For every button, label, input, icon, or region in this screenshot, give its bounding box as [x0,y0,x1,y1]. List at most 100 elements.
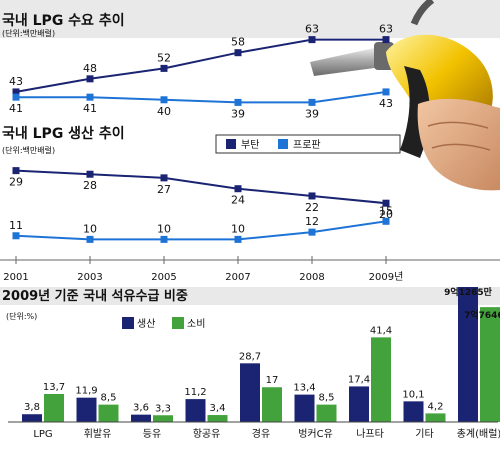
bar-consumption [207,415,228,422]
bar-value-label: 8,5 [319,393,335,404]
production-point [308,192,316,200]
production-data-label: 15 [379,204,393,217]
chart1-unit: (단위:백만배럴) [2,28,55,38]
legend-label-consumption: 소비 [187,318,205,330]
legend-label-production: 생산 [137,318,155,330]
bar-value-label: 3,6 [133,403,149,414]
production-data-label: 10 [157,222,171,235]
production-point [382,199,390,207]
production-point [160,174,168,182]
chart3-supply-bars: 3,813,7 LPG 11,9 8,5 휘발유 3,6 3,3 등유 11,2 3,4 항공유 28… [22,286,500,440]
demand-point [308,36,316,44]
chart1-demand-lines: 43 48 52 58 63 63 41 41 40 39 39 43 [9,23,393,121]
year-axis: 2001 2003 2005 2007 2008 2009년 [3,256,403,283]
demand-data-label: 43 [379,97,393,110]
bar-consumption [480,307,500,422]
bar-category-label: 벙커C유 [298,428,333,440]
demand-data-label: 41 [9,102,23,115]
demand-data-label: 63 [379,23,393,36]
bar-consumption [153,415,173,422]
production-data-label: 24 [231,194,245,207]
demand-data-label: 63 [305,23,319,36]
chart3-unit: (단위:%) [6,311,37,321]
demand-data-label: 39 [231,107,245,120]
bar-value-label: 3,8 [24,402,40,413]
production-data-label: 12 [305,215,319,228]
demand-point [234,98,242,106]
bar-value-label: 11,2 [184,387,206,398]
bar-value-label: 4,2 [428,401,444,412]
chart2-title: 국내 LPG 생산 추이 [2,125,125,142]
bar-value-label: 8,5 [101,393,117,404]
bar-value-label: 11,9 [75,386,97,397]
legend-swatch-butane [226,139,236,149]
bar-value-label: 41,4 [370,325,392,336]
demand-data-label: 52 [157,51,171,64]
production-data-label: 22 [305,201,319,214]
demand-data-label: 40 [157,105,171,118]
demand-point [160,96,168,104]
year-tick-label: 2007 [225,272,250,283]
production-data-label: 10 [83,222,97,235]
bar-value-label: 17,4 [348,374,370,385]
legend-swatch-consumption [172,317,184,329]
production-point [86,170,94,178]
bar-category-label: 총계(배럴) [457,427,500,440]
production-point [234,235,242,243]
chart3-legend: 생산 소비 [122,317,205,330]
production-data-label: 28 [83,179,97,192]
bar-category-label: 나프타 [356,428,384,440]
demand-point [382,88,390,96]
bar-production [458,287,478,422]
bar-value-label: 13,7 [43,382,65,393]
bar-value-label: 3,3 [155,403,171,414]
bar-value-label: 9억1265만 [444,286,493,298]
bar-value-label: 10,1 [402,389,424,400]
demand-point [86,75,94,83]
demand-data-label: 43 [9,75,23,88]
year-tick-label: 2003 [77,272,102,283]
bar-production [349,386,369,422]
bar-category-label: 경유 [252,427,270,440]
legend-swatch-production [122,317,134,329]
year-tick-label: 2009년 [369,271,404,283]
bar-category-label: LPG [33,429,52,440]
bar-header-band [0,287,500,305]
bar-consumption [371,337,391,422]
demand-point [12,93,20,101]
bar-category-label: 기타 [415,428,433,440]
demand-data-label: 58 [231,36,245,49]
fuel-nozzle-illustration [310,0,500,191]
production-point [234,185,242,193]
legend-label-butane: 부탄 [241,139,259,151]
bar-consumption [316,404,337,422]
bar-category-label: 등유 [143,428,161,440]
bar-production [22,414,42,422]
demand-point [86,93,94,101]
chart2-unit: (단위:백만배럴) [2,145,55,155]
demand-point [12,88,20,96]
production-point [12,232,20,240]
demand-line-1 [16,90,387,104]
production-point [86,235,94,243]
production-data-label: 29 [9,176,23,189]
year-tick-label: 2005 [151,272,176,283]
demand-line-0 [15,38,386,93]
bar-production [240,363,260,422]
production-point [160,235,168,243]
demand-data-label: 48 [83,62,97,75]
bar-consumption [98,404,119,422]
demand-point [160,64,168,72]
bar-production [403,401,424,422]
bar-value-label: 7억7646만 [464,309,500,321]
chart1-title: 국내 LPG 수요 추이 [2,12,125,29]
bar-value-label: 28,7 [239,351,261,362]
legend-label-propane: 프로판 [293,139,321,151]
bar-production [185,399,206,422]
demand-data-label: 41 [83,102,97,115]
demand-point [308,98,316,106]
production-line-1 [15,220,387,241]
production-point [12,167,20,175]
